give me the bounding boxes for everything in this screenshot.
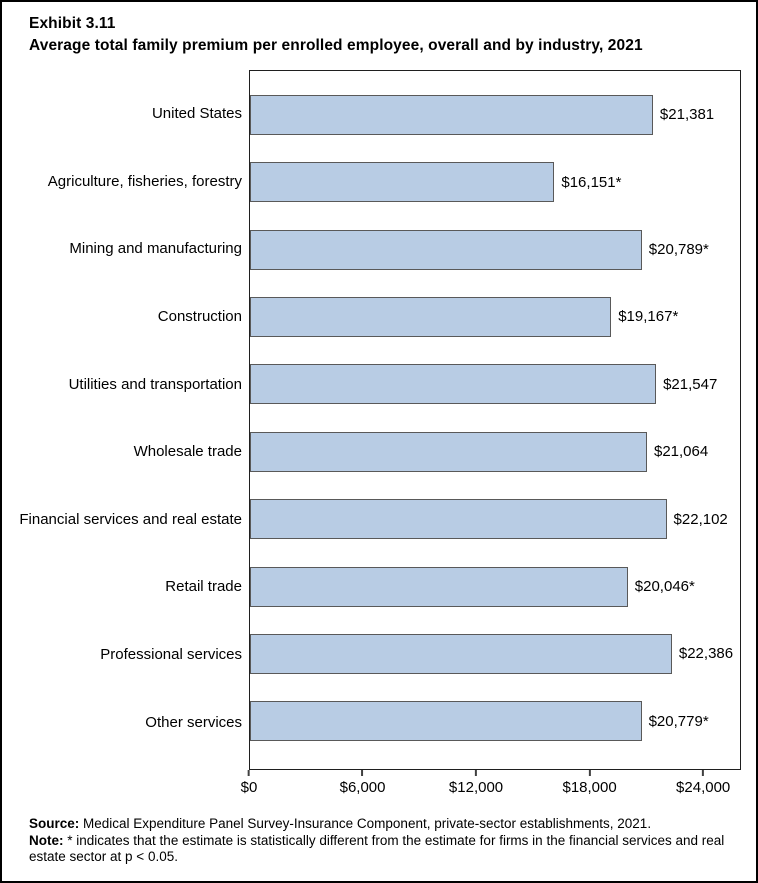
axis-tick: $12,000 bbox=[449, 770, 503, 796]
exhibit-number: Exhibit 3.11 bbox=[29, 15, 116, 32]
tick-mark bbox=[361, 770, 364, 776]
bar bbox=[250, 499, 667, 540]
category-label: Professional services bbox=[100, 645, 242, 663]
category-label: Construction bbox=[157, 307, 242, 325]
category-label: Retail trade bbox=[165, 578, 242, 596]
tick-label: $0 bbox=[240, 779, 258, 796]
category-label: United States bbox=[151, 105, 242, 123]
value-label: $20,046* bbox=[634, 578, 695, 596]
axis-tick: $0 bbox=[240, 770, 258, 796]
value-label: $19,167* bbox=[618, 308, 679, 326]
bar-row: $20,779* bbox=[250, 688, 740, 755]
note-text: * indicates that the estimate is statist… bbox=[29, 832, 725, 865]
bar-row: $22,386 bbox=[250, 620, 740, 687]
tick-label: $24,000 bbox=[676, 779, 731, 796]
bar-row: $22,102 bbox=[250, 485, 740, 552]
value-label: $22,386 bbox=[678, 645, 734, 663]
note-label: Note: bbox=[29, 832, 64, 848]
tick-label: $12,000 bbox=[448, 779, 504, 796]
axis-tick: $24,000 bbox=[676, 770, 730, 796]
bar bbox=[250, 162, 555, 203]
category-label: Mining and manufacturing bbox=[69, 240, 242, 258]
tick-mark bbox=[702, 770, 705, 776]
value-label: $21,547 bbox=[663, 375, 718, 393]
significance-note: Note: * indicates that the estimate is s… bbox=[29, 833, 741, 866]
value-label: $22,102 bbox=[673, 510, 728, 528]
bar bbox=[250, 296, 612, 337]
bar bbox=[250, 701, 642, 742]
bar-row: $21,547 bbox=[250, 351, 740, 418]
chart-title: Average total family premium per enrolle… bbox=[29, 37, 643, 54]
axis-tick: $18,000 bbox=[562, 770, 617, 796]
category-label: Other services bbox=[145, 713, 242, 731]
source-text: Medical Expenditure Panel Survey-Insuran… bbox=[79, 816, 652, 831]
title-block: Exhibit 3.11 Average total family premiu… bbox=[29, 13, 643, 57]
x-axis: $0 $6,000 $12,000 $18,000 $24,000 bbox=[241, 770, 741, 804]
tick-mark bbox=[248, 770, 250, 776]
category-axis: United States Agriculture, fisheries, fo… bbox=[8, 70, 242, 770]
bar-row: $19,167* bbox=[250, 283, 740, 350]
bar-row: $20,046* bbox=[250, 553, 740, 620]
value-label: $20,789* bbox=[648, 241, 709, 259]
category-label: Wholesale trade bbox=[133, 443, 242, 461]
bar bbox=[250, 229, 642, 270]
bar-row: $21,381 bbox=[250, 81, 740, 148]
value-label: $21,381 bbox=[659, 106, 715, 124]
bar bbox=[250, 94, 653, 135]
value-label: $16,151* bbox=[561, 173, 622, 191]
tick-label: $18,000 bbox=[562, 779, 617, 796]
axis-tick: $6,000 bbox=[339, 770, 386, 796]
tick-label: $6,000 bbox=[339, 779, 386, 796]
category-label: Utilities and transportation bbox=[68, 375, 242, 393]
tick-mark bbox=[588, 770, 591, 776]
bar-row: $20,789* bbox=[250, 216, 740, 283]
bar-row: $21,064 bbox=[250, 418, 740, 485]
bar-row: $16,151* bbox=[250, 148, 740, 215]
bar bbox=[250, 566, 628, 607]
footnotes: Source: Medical Expenditure Panel Survey… bbox=[29, 816, 741, 866]
source-note: Source: Medical Expenditure Panel Survey… bbox=[29, 816, 741, 833]
bar bbox=[250, 633, 672, 674]
plot-area: $21,381 $16,151* $20,789* $19,167* $21,5… bbox=[249, 70, 741, 770]
bar bbox=[250, 431, 647, 472]
category-label: Agriculture, fisheries, forestry bbox=[47, 172, 242, 190]
value-label: $21,064 bbox=[653, 443, 709, 461]
source-label: Source: bbox=[29, 816, 80, 831]
category-label: Financial services and real estate bbox=[19, 510, 242, 528]
bar bbox=[250, 364, 657, 405]
value-label: $20,779* bbox=[648, 712, 709, 730]
tick-mark bbox=[475, 770, 478, 776]
